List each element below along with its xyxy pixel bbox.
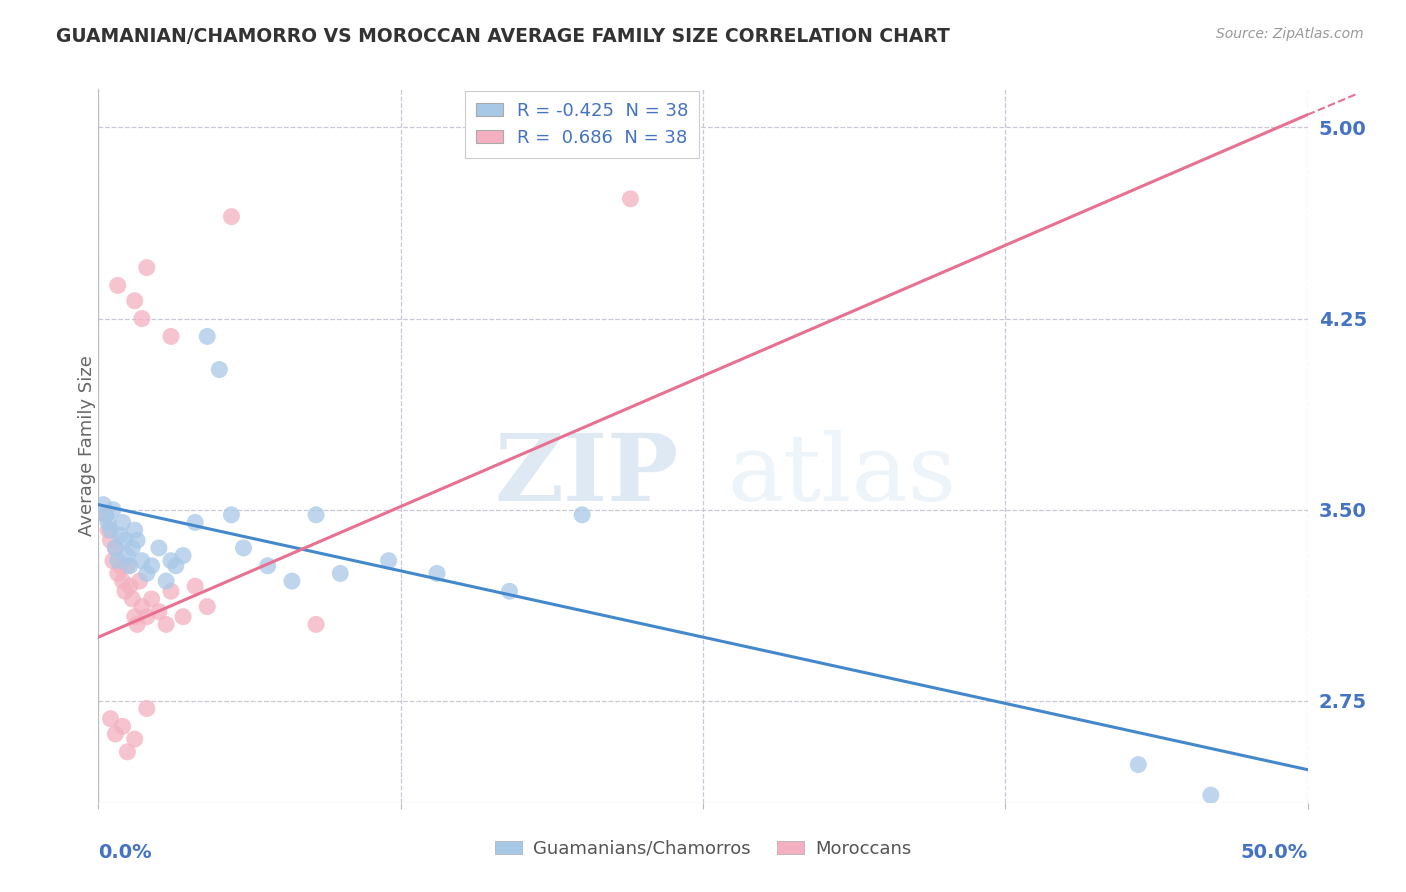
Point xyxy=(131,554,153,568)
Point xyxy=(94,508,117,522)
Legend: R = -0.425  N = 38, R =  0.686  N = 38: R = -0.425 N = 38, R = 0.686 N = 38 xyxy=(465,91,699,158)
Point xyxy=(100,712,122,726)
Point xyxy=(117,745,139,759)
Point xyxy=(208,362,231,376)
Point xyxy=(148,605,170,619)
Point xyxy=(91,498,114,512)
Text: ZIP: ZIP xyxy=(495,430,679,519)
Point xyxy=(135,566,157,581)
Point xyxy=(128,574,150,588)
Point xyxy=(1128,757,1150,772)
Point xyxy=(619,192,641,206)
Point xyxy=(131,311,153,326)
Point xyxy=(232,541,254,555)
Point xyxy=(124,732,146,747)
Point xyxy=(305,617,328,632)
Point xyxy=(121,541,143,555)
Point xyxy=(135,260,157,275)
Point xyxy=(256,558,278,573)
Text: 0.0%: 0.0% xyxy=(98,843,152,862)
Point xyxy=(111,516,134,530)
Point xyxy=(1199,788,1222,802)
Point xyxy=(160,554,183,568)
Point xyxy=(135,701,157,715)
Point xyxy=(221,508,243,522)
Point xyxy=(160,584,183,599)
Point xyxy=(118,558,141,573)
Point xyxy=(221,210,243,224)
Point xyxy=(108,558,131,573)
Point xyxy=(135,609,157,624)
Text: Source: ZipAtlas.com: Source: ZipAtlas.com xyxy=(1216,27,1364,41)
Point xyxy=(107,278,129,293)
Point xyxy=(172,609,194,624)
Point xyxy=(97,516,120,530)
Point xyxy=(100,523,122,537)
Point xyxy=(107,554,129,568)
Text: GUAMANIAN/CHAMORRO VS MOROCCAN AVERAGE FAMILY SIZE CORRELATION CHART: GUAMANIAN/CHAMORRO VS MOROCCAN AVERAGE F… xyxy=(56,27,950,45)
Point xyxy=(117,558,139,573)
Point xyxy=(377,554,399,568)
Point xyxy=(141,558,163,573)
Legend: Guamanians/Chamorros, Moroccans: Guamanians/Chamorros, Moroccans xyxy=(488,833,918,865)
Text: atlas: atlas xyxy=(727,430,956,519)
Point xyxy=(172,549,194,563)
Point xyxy=(107,566,129,581)
Point xyxy=(305,508,328,522)
Point xyxy=(329,566,352,581)
Point xyxy=(184,579,207,593)
Point xyxy=(195,599,218,614)
Point xyxy=(94,508,117,522)
Point xyxy=(127,617,149,632)
Point xyxy=(571,508,593,522)
Point xyxy=(141,591,163,606)
Y-axis label: Average Family Size: Average Family Size xyxy=(79,356,96,536)
Point xyxy=(108,528,131,542)
Point xyxy=(101,502,124,516)
Point xyxy=(281,574,304,588)
Point xyxy=(104,541,127,555)
Point xyxy=(426,566,449,581)
Point xyxy=(97,523,120,537)
Point xyxy=(124,523,146,537)
Point xyxy=(155,617,177,632)
Point xyxy=(184,516,207,530)
Point xyxy=(131,599,153,614)
Point xyxy=(111,574,134,588)
Point xyxy=(127,533,149,548)
Point xyxy=(117,549,139,563)
Point xyxy=(160,329,183,343)
Point xyxy=(121,591,143,606)
Point xyxy=(101,554,124,568)
Point xyxy=(118,579,141,593)
Point xyxy=(124,293,146,308)
Point xyxy=(100,533,122,548)
Point xyxy=(165,558,187,573)
Point xyxy=(124,609,146,624)
Point xyxy=(498,584,520,599)
Point xyxy=(148,541,170,555)
Point xyxy=(155,574,177,588)
Point xyxy=(104,541,127,555)
Point xyxy=(104,727,127,741)
Text: 50.0%: 50.0% xyxy=(1240,843,1308,862)
Point xyxy=(195,329,218,343)
Point xyxy=(114,584,136,599)
Point xyxy=(111,719,134,733)
Point xyxy=(114,533,136,548)
